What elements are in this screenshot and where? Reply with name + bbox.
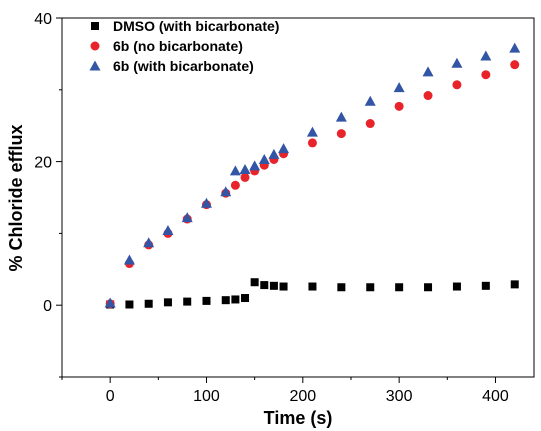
data-point <box>336 129 346 139</box>
data-point <box>239 163 251 174</box>
y-tick-label: 20 <box>34 155 52 172</box>
data-point <box>241 294 250 303</box>
data-point <box>335 111 347 122</box>
data-point <box>240 172 250 182</box>
data-point <box>337 283 346 292</box>
data-point <box>229 165 241 176</box>
series-2 <box>105 60 520 309</box>
data-point <box>278 143 290 154</box>
data-point <box>451 57 463 68</box>
data-point <box>183 297 192 306</box>
data-point <box>306 126 318 137</box>
y-tick-label: 0 <box>43 298 52 315</box>
x-tick-label: 300 <box>386 388 413 405</box>
data-point <box>510 60 520 70</box>
legend-marker <box>90 41 100 51</box>
legend-marker <box>91 22 99 30</box>
data-point <box>268 148 280 159</box>
data-point <box>423 91 433 101</box>
x-tick-label: 400 <box>482 388 509 405</box>
data-point <box>104 297 116 308</box>
data-point <box>269 281 278 290</box>
x-tick-label: 200 <box>289 388 316 405</box>
data-point <box>123 254 135 265</box>
tick-labels: 0 100 200 300 400 0 20 40 <box>34 11 509 405</box>
data-point <box>480 50 492 61</box>
data-point <box>249 160 261 171</box>
legend-marker <box>89 60 101 71</box>
data-point <box>231 295 240 304</box>
data-point <box>260 281 269 290</box>
data-point <box>200 197 212 208</box>
data-point <box>452 282 461 291</box>
data-point <box>481 281 490 290</box>
data-point <box>481 70 491 80</box>
data-point <box>424 283 433 292</box>
data-point <box>220 186 232 197</box>
data-point <box>366 283 375 292</box>
data-markers <box>104 42 521 309</box>
data-point <box>181 212 193 223</box>
data-point <box>258 153 270 164</box>
axis-ticks <box>56 17 496 383</box>
x-axis-title: Time (s) <box>264 408 333 428</box>
legend-item: DMSO (with bicarbonate) <box>91 18 279 34</box>
y-tick-label: 40 <box>34 11 52 28</box>
data-point <box>394 101 404 111</box>
series-3 <box>104 42 521 308</box>
legend-label: 6b (no bicarbonate) <box>113 38 243 54</box>
data-point <box>509 42 521 53</box>
data-point <box>250 278 259 287</box>
data-point <box>143 237 155 248</box>
data-point <box>202 296 211 305</box>
data-point <box>279 282 288 291</box>
data-point <box>162 225 174 236</box>
series-1 <box>106 278 519 309</box>
legend: DMSO (with bicarbonate) 6b (no bicarbonat… <box>89 18 279 74</box>
data-point <box>422 66 434 77</box>
x-tick-label: 0 <box>106 388 115 405</box>
data-point <box>163 298 172 307</box>
data-point <box>393 82 405 93</box>
legend-label: DMSO (with bicarbonate) <box>113 18 279 34</box>
data-point <box>308 282 317 291</box>
data-point <box>365 119 375 129</box>
plot-frame <box>61 17 535 378</box>
data-point <box>452 80 462 90</box>
data-point <box>364 95 376 106</box>
data-point <box>230 180 240 190</box>
data-point <box>221 296 230 305</box>
data-point <box>125 300 134 309</box>
legend-item: 6b (with bicarbonate) <box>89 58 254 74</box>
data-point <box>510 280 519 289</box>
y-axis-title: % Chloride efflux <box>6 124 26 271</box>
data-point <box>395 283 404 292</box>
data-point <box>144 299 153 308</box>
legend-label: 6b (with bicarbonate) <box>113 58 254 74</box>
x-tick-label: 100 <box>193 388 220 405</box>
legend-item: 6b (no bicarbonate) <box>90 38 243 54</box>
data-point <box>307 138 317 148</box>
